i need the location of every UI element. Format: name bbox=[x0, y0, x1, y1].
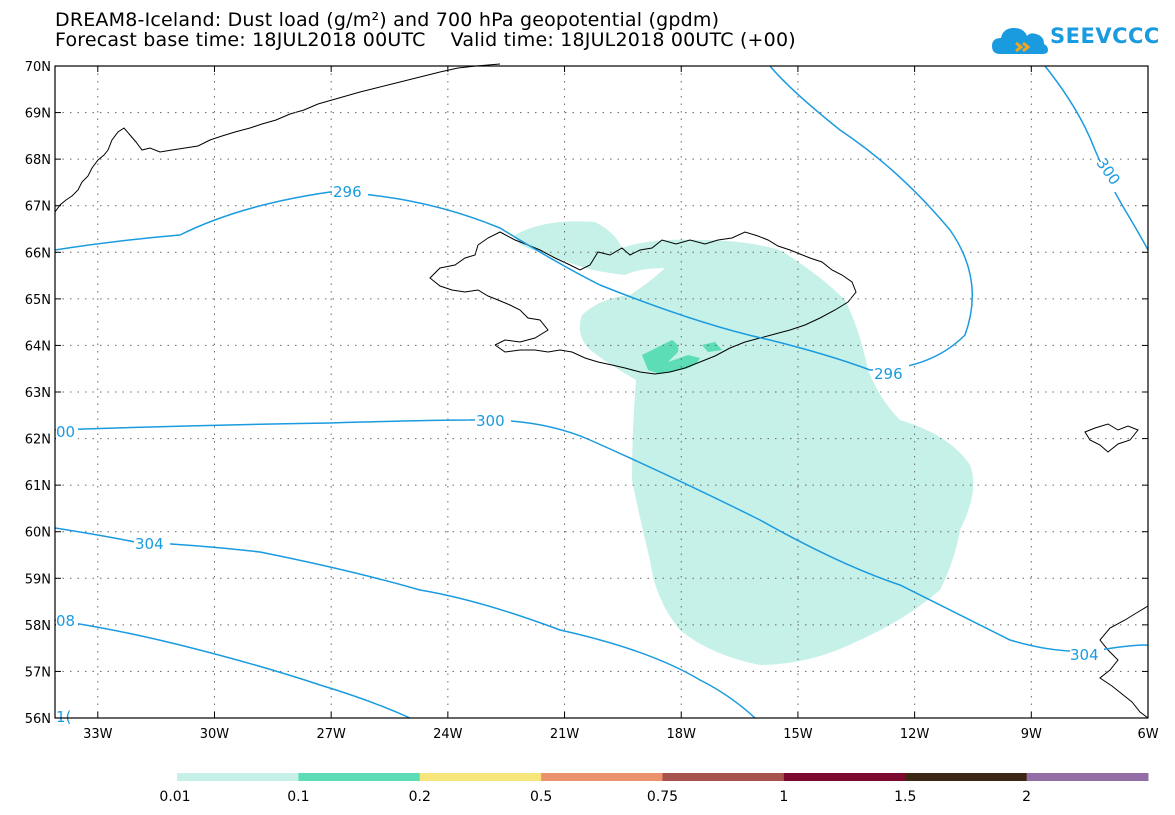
map-frame bbox=[54, 65, 1149, 719]
colorbar-swatch bbox=[177, 773, 299, 781]
colorbar-swatch bbox=[783, 773, 906, 781]
lat-label: 70N bbox=[25, 60, 51, 75]
colorbar-swatch bbox=[905, 773, 1028, 781]
lat-label: 58N bbox=[25, 619, 51, 634]
contour-label-312-edge: 1( bbox=[56, 708, 71, 726]
colorbar-swatch bbox=[298, 773, 421, 781]
lon-label: 9W bbox=[1021, 727, 1042, 742]
colorbar-label: 1.5 bbox=[894, 789, 916, 805]
dust-load-area-high-east bbox=[702, 342, 722, 352]
dust-load-area bbox=[515, 221, 974, 665]
colorbar-swatch bbox=[541, 773, 663, 781]
dust-load-area-high bbox=[642, 340, 700, 374]
lon-label: 12W bbox=[900, 727, 930, 742]
colorbar-label: 2 bbox=[1022, 789, 1031, 805]
colorbar-label: 0.2 bbox=[409, 789, 431, 805]
contour-label-300: 300 bbox=[476, 412, 505, 430]
contour-label-296: 296 bbox=[333, 183, 362, 201]
contour-line-300-west bbox=[54, 419, 1149, 652]
lat-label: 67N bbox=[25, 200, 51, 215]
lat-label: 64N bbox=[25, 339, 51, 354]
lat-label: 68N bbox=[25, 153, 51, 168]
lat-label: 59N bbox=[25, 572, 51, 587]
contour-label-308-edge: 08 bbox=[56, 612, 75, 630]
lat-label: 60N bbox=[25, 526, 51, 541]
colorbar-label: 1 bbox=[779, 789, 788, 805]
contour-label-296-east: 296 bbox=[874, 365, 903, 383]
colorbar-swatch bbox=[1026, 773, 1149, 781]
lon-label: 27W bbox=[316, 727, 346, 742]
colorbar-label: 0.5 bbox=[530, 789, 552, 805]
contour-line-300-east bbox=[1044, 65, 1149, 251]
lat-label: 66N bbox=[25, 246, 51, 261]
lat-label: 61N bbox=[25, 479, 51, 494]
colorbar-label: 0.01 bbox=[159, 789, 190, 805]
colorbar: 0.01 0.1 0.2 0.5 0.75 1 1.5 2 bbox=[159, 773, 1149, 805]
map-title: DREAM8-Iceland: Dust load (g/m²) and 700… bbox=[55, 9, 720, 31]
contour-label-300-edge: 00 bbox=[56, 423, 75, 441]
faroe-islands bbox=[1084, 423, 1139, 453]
lat-label: 65N bbox=[25, 293, 51, 308]
greenland-coast bbox=[54, 63, 501, 213]
lon-label: 15W bbox=[783, 727, 813, 742]
scotland-coast bbox=[1099, 605, 1149, 719]
contour-label-304-east: 304 bbox=[1070, 646, 1099, 664]
colorbar-label: 0.1 bbox=[287, 789, 309, 805]
map-subtitle: Forecast base time: 18JUL2018 00UTC Vali… bbox=[55, 29, 796, 51]
lat-label: 57N bbox=[25, 665, 51, 680]
contour-label-304: 304 bbox=[135, 535, 164, 553]
colorbar-swatch bbox=[662, 773, 785, 781]
lon-label: 24W bbox=[433, 727, 463, 742]
colorbar-label: 0.75 bbox=[647, 789, 678, 805]
logo-text: SEEVCCC bbox=[1050, 24, 1160, 48]
lon-label: 21W bbox=[550, 727, 580, 742]
lat-label: 69N bbox=[25, 107, 51, 122]
lon-label: 18W bbox=[667, 727, 697, 742]
contour-line-308 bbox=[54, 619, 411, 719]
colorbar-swatch bbox=[419, 773, 542, 781]
lon-label: 30W bbox=[200, 727, 230, 742]
lat-lon-grid: 70N 69N 68N 67N 66N 65N 64N 63N 62N 61N 60N 59N 58N 5… bbox=[25, 60, 1159, 742]
lon-label: 33W bbox=[83, 727, 113, 742]
lon-label: 6W bbox=[1137, 727, 1158, 742]
lat-label: 62N bbox=[25, 433, 51, 448]
iceland-coast bbox=[429, 231, 857, 375]
contour-labels: 296 296 300 00 300 304 304 08 1( bbox=[56, 155, 1124, 726]
contour-line-296 bbox=[54, 65, 974, 371]
lat-label: 63N bbox=[25, 386, 51, 401]
lat-label: 56N bbox=[25, 712, 51, 727]
cloud-icon bbox=[992, 28, 1048, 54]
seevccc-logo: SEEVCCC bbox=[990, 18, 1159, 62]
geopotential-contours bbox=[54, 65, 1149, 719]
